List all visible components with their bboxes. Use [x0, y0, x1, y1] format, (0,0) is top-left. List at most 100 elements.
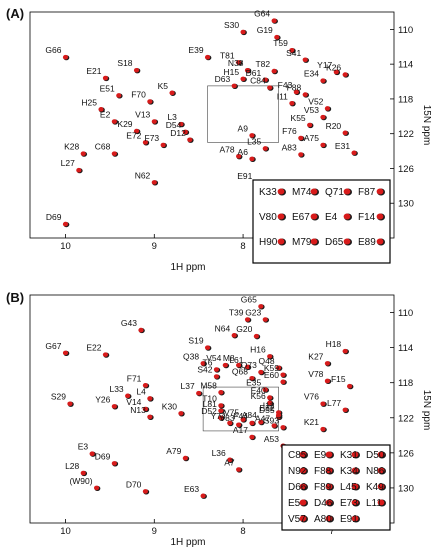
peak: (W90) [69, 476, 101, 492]
peak-label: D54 [166, 120, 182, 130]
peak-label: T39 [229, 308, 244, 318]
inset-peak-red [277, 213, 285, 220]
peak-contour-red [76, 167, 82, 173]
peak-contour-red [182, 129, 188, 135]
panel-a-xlabel: 1H ppm [170, 262, 205, 273]
peak-label: L28 [65, 461, 79, 471]
peak-label: Q68 [232, 366, 248, 376]
inset-peak-red [325, 515, 333, 522]
peak-label: Y74 [211, 411, 226, 421]
peak-contour-red [351, 150, 357, 156]
peak: F76 [282, 126, 305, 142]
peak-contour-red [98, 107, 104, 112]
peak-contour-red [280, 425, 286, 430]
peak: K30 [162, 401, 185, 417]
peak-contour-red [324, 106, 331, 111]
peak-label: A6 [238, 147, 249, 157]
peak-contour-red [102, 75, 109, 81]
peak: M8 [223, 353, 243, 369]
panel-b-peaks: G65 T39 G23 G43 N64 G20 S19 H18 G67 E22 H16 K27 Q38 V… [45, 294, 354, 499]
peak: G20 [236, 324, 261, 340]
peak: D70 [126, 479, 150, 495]
peak: A17 [233, 425, 256, 441]
peak: E21 [86, 66, 110, 82]
peak: E40 [251, 386, 274, 401]
inset-peak-red [299, 515, 307, 522]
inset-peak-label: K49 [366, 482, 384, 493]
peak-label: H16 [250, 344, 266, 354]
peak: L35 [247, 136, 270, 152]
peak: E2 [100, 110, 119, 125]
panel-b: (B) G65 T39 G23 G43 N64 G20 S19 H18 G67 E22 H16 K27… [6, 290, 432, 548]
inset-peak-label: K33 [259, 187, 277, 198]
peak: G23 [245, 308, 270, 323]
peak-label: G19 [257, 25, 273, 35]
peak-contour-red [320, 401, 326, 407]
peak-label: D55 [259, 405, 275, 415]
peak: V14 [126, 397, 150, 413]
inset-peak-red [343, 188, 351, 195]
peak-label: F15 [331, 374, 346, 384]
panel-a-ylabel: 15N ppm [421, 105, 432, 146]
peak-contour-red [244, 317, 251, 322]
peak: H16 [250, 344, 274, 360]
inset-peak-red [377, 483, 385, 490]
peak-label: F44 [233, 411, 248, 421]
peak-label: N64 [215, 323, 231, 333]
peak-label: E39 [188, 45, 203, 55]
y-tick-label: 122 [398, 413, 414, 424]
peak-label: A79 [166, 446, 181, 456]
inset-peak-label: E89 [358, 237, 376, 248]
peak-label: E34 [304, 69, 319, 79]
peak: F88 [287, 83, 310, 98]
peak-contour-red [267, 354, 273, 359]
peak-label: E72 [126, 130, 141, 140]
peak: L81 [203, 399, 225, 414]
peak-label: L81 [203, 399, 217, 409]
peak-contour-red [80, 151, 86, 156]
inset-peak-red [325, 483, 333, 490]
peak-label: L4 [136, 386, 146, 396]
peak-contour-red [267, 400, 273, 406]
inset-peak-red [343, 238, 351, 245]
inset-peak-red [377, 499, 385, 506]
peak-contour-red [275, 412, 282, 418]
peak-label: M58 [200, 380, 217, 390]
peak: E3 [78, 442, 96, 457]
peak-label: T10 [202, 393, 217, 403]
peak-contour-red [102, 352, 109, 357]
peak-contour-red [227, 420, 233, 426]
inset-peak-label: L45 [340, 482, 357, 493]
peak-contour-red [89, 451, 95, 457]
peak-contour-red [204, 345, 211, 350]
inset-peak-red [376, 188, 384, 195]
inset-peak-red [376, 238, 384, 245]
peak-label: V54 [206, 353, 221, 363]
peak-label: F43 [278, 80, 293, 90]
peak: K55 [291, 113, 314, 129]
peak: F44 [233, 411, 256, 427]
peak: T82 [255, 59, 278, 75]
peak-label: E51 [100, 83, 115, 93]
peak-contour-red [320, 426, 326, 432]
inset-peak-label: F14 [358, 212, 376, 223]
peak-label: A47 [255, 414, 270, 424]
peak: A78 [220, 144, 243, 160]
peak: T81 [220, 50, 243, 66]
peak-contour-red [280, 372, 286, 378]
peak: Y26 [95, 394, 119, 410]
inset-peak-red [351, 515, 359, 522]
y-tick-label: 122 [398, 129, 414, 140]
peak-contour-red [218, 403, 224, 408]
peak-label: V75 [224, 408, 239, 418]
peak-contour-red [298, 135, 304, 141]
y-tick-label: 130 [398, 483, 414, 494]
peak-label: K30 [162, 401, 177, 411]
peak-contour-red [111, 404, 117, 409]
peak: N64 [215, 323, 238, 339]
peak-label: C68 [95, 142, 111, 152]
inset-peak-red [343, 213, 351, 220]
peak: D12 [170, 128, 194, 143]
peak-label: G66 [45, 45, 61, 55]
peak: D52 [201, 406, 225, 421]
